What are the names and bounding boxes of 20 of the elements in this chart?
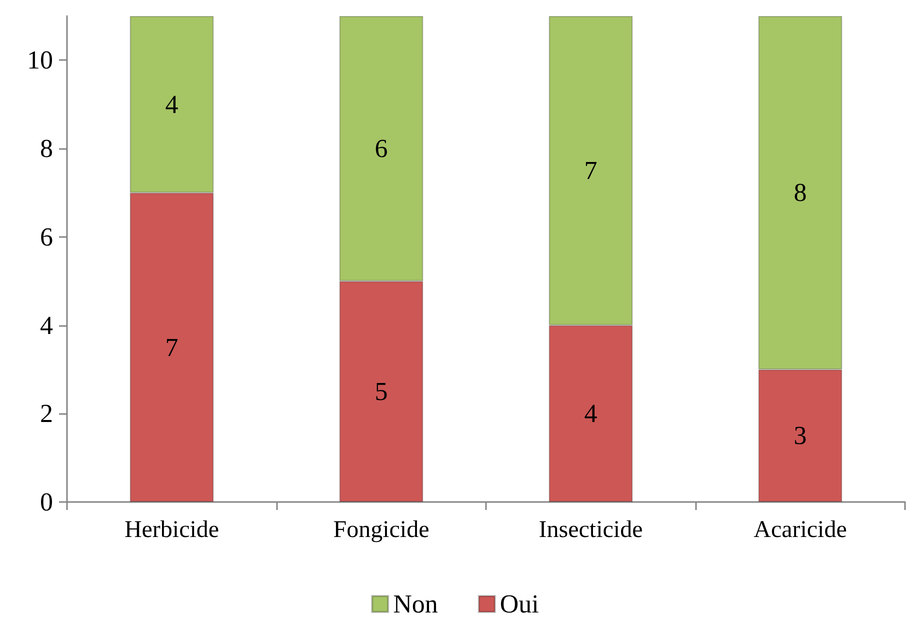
legend-label: Non bbox=[393, 590, 438, 618]
y-tick-label: 2 bbox=[40, 399, 53, 428]
y-tick-label: 10 bbox=[27, 46, 53, 75]
data-label: 6 bbox=[374, 134, 388, 164]
data-label: 5 bbox=[374, 377, 388, 406]
data-label: 8 bbox=[794, 178, 807, 208]
y-tick-label: 6 bbox=[40, 222, 53, 252]
data-label: 4 bbox=[165, 90, 178, 119]
y-tick-label: 4 bbox=[40, 310, 53, 340]
x-tick-label: Fongicide bbox=[333, 517, 430, 543]
y-tick-label: 8 bbox=[40, 134, 53, 164]
x-tick-label: Acaricide bbox=[754, 517, 847, 543]
y-tick-label: 0 bbox=[40, 488, 53, 516]
x-tick-label: Insecticide bbox=[538, 517, 643, 543]
data-label: 7 bbox=[165, 332, 178, 362]
data-label: 4 bbox=[584, 399, 598, 428]
data-label: 7 bbox=[584, 156, 598, 186]
x-tick-label: Herbicide bbox=[124, 517, 220, 543]
data-label: 3 bbox=[794, 421, 807, 450]
legend-label: Oui bbox=[500, 590, 539, 618]
